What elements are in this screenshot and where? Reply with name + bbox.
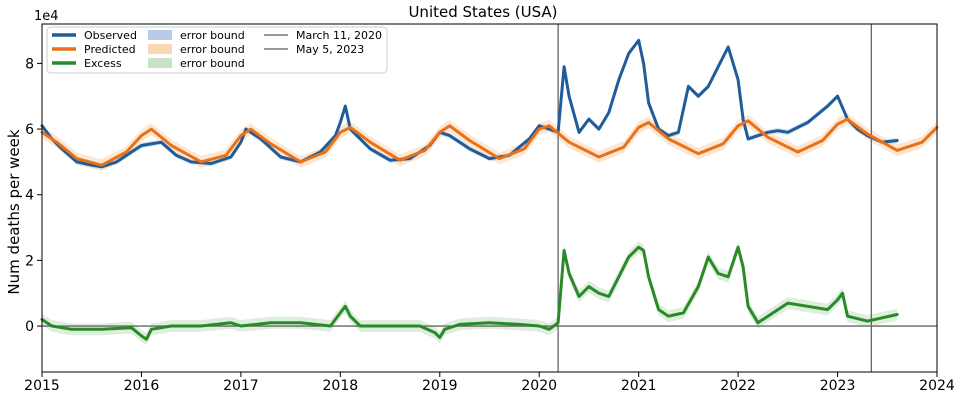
x-tick-label: 2020 [521,378,557,394]
plot-area: 2015 2016 2017 2018 2019 2020 2021 2022 2023 2024… [24,23,955,394]
y-tick-label: 2 [25,253,34,269]
y-tick-label: 8 [25,56,34,72]
legend-label: Observed [84,29,137,42]
legend-label: error bound [180,43,245,56]
legend-swatch-patch [148,44,172,54]
legend-label: error bound [180,29,245,42]
plot-frame [41,23,938,373]
chart-title: United States (USA) [408,3,557,21]
error-band-predicted [42,113,937,172]
x-tick-label: 2017 [223,378,259,394]
legend-swatch-patch [148,30,172,40]
y-tick-label: 6 [25,122,34,138]
legend-box [46,26,388,74]
legend-label: May 5, 2023 [296,43,364,56]
x-tick-label: 2019 [422,378,458,394]
x-tick-label: 2022 [720,378,756,394]
legend-label: Predicted [84,43,136,56]
x-tick-label: 2015 [24,378,60,394]
legend-label: Excess [84,57,122,70]
legend-swatch-patch [148,58,172,68]
legend-label: March 11, 2020 [296,29,382,42]
legend-label: error bound [180,57,245,70]
y-axis-label: Num deaths per week [5,129,23,294]
x-tick-label: 2018 [323,378,359,394]
x-tick-label: 2024 [919,378,955,394]
x-tick-label: 2023 [820,378,856,394]
y-tick-label: 4 [25,188,34,204]
error-band-excess [42,241,898,346]
y-tick-label: 0 [25,319,34,335]
y-scale-label: 1e4 [34,9,59,24]
x-tick-label: 2016 [124,378,160,394]
series-line-excess [40,245,899,341]
series-line-predicted [40,117,939,167]
x-tick-label: 2021 [621,378,657,394]
series-line-observed [40,38,899,169]
